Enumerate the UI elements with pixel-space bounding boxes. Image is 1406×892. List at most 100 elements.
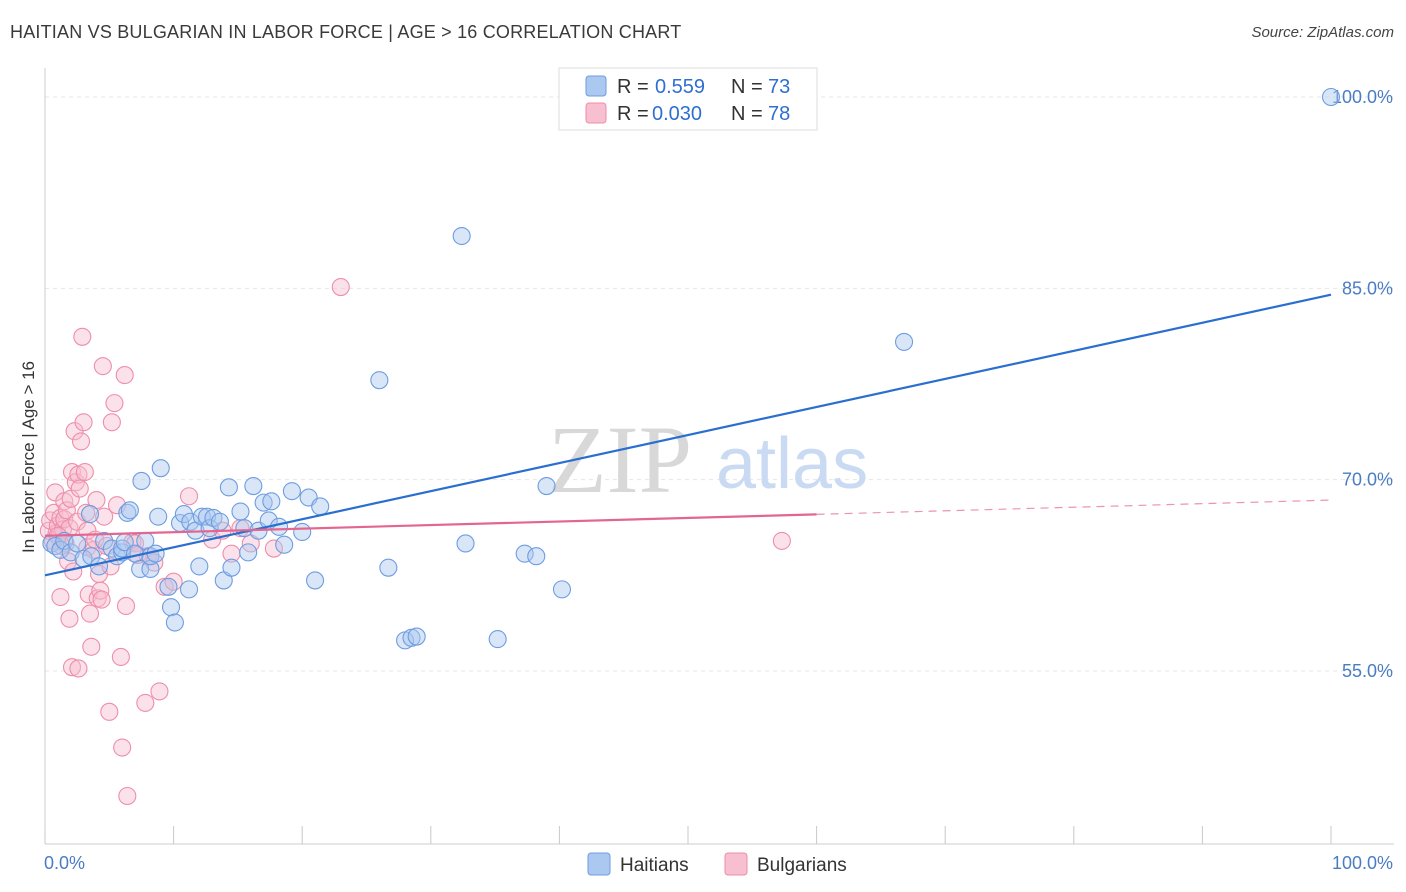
haitians-legend-swatch (585, 75, 607, 97)
chart-title: HAITIAN VS BULGARIAN IN LABOR FORCE | AG… (10, 22, 682, 42)
bulgarian-point (57, 501, 76, 520)
haitian-point (146, 544, 165, 563)
bulgarians-n-label: N = (731, 103, 763, 125)
haitian-point (311, 497, 330, 516)
bulgarian-point (116, 596, 136, 615)
bulgarian-point (73, 327, 92, 346)
y-tick-label: 55.0% (1342, 661, 1393, 681)
haitian-point (219, 478, 238, 497)
haitian-point (51, 540, 70, 559)
bulgarian-point (51, 587, 70, 607)
axes: 55.0% 70.0% 85.0% 100.0% 0.0% 100.0% In Labor … (19, 68, 1394, 873)
series-legend: Haitians Bulgarians (587, 852, 847, 876)
watermark: ZIP atlas (548, 406, 868, 513)
bulgarian-point (82, 637, 101, 656)
haitian-point (231, 502, 250, 521)
haitian-point (452, 226, 471, 246)
haitian-point (270, 517, 289, 536)
bulgarian-point (95, 507, 114, 526)
haitian-point (239, 543, 258, 562)
bulgarian-point (113, 738, 132, 757)
bulgarian-point (71, 432, 91, 451)
bulgarians-r-label: R = (617, 103, 649, 125)
bulgarian-point (60, 609, 79, 628)
y-tick-label: 70.0% (1342, 470, 1393, 490)
bulgarian-point (115, 366, 134, 385)
bulgarians-legend-swatch (585, 102, 607, 124)
haitian-point (894, 332, 914, 351)
haitian-point (95, 531, 114, 550)
haitian-point (1321, 87, 1341, 107)
bulgarians-series-label: Bulgarians (757, 855, 847, 876)
haitian-point (132, 471, 151, 490)
haitians-r-label: R = (617, 76, 649, 98)
haitian-point (282, 482, 301, 501)
bulgarian-point (179, 487, 199, 506)
bulgarian-point (70, 479, 89, 498)
haitian-point (190, 557, 209, 576)
haitian-point (174, 505, 193, 524)
bulgarian-point (155, 577, 174, 596)
haitian-point (89, 557, 109, 576)
haitian-point (254, 493, 273, 512)
haitians-n-value: 73 (768, 76, 790, 98)
source-credit: Source: ZipAtlas.com (1251, 24, 1394, 41)
bulgarian-point (164, 572, 183, 591)
haitian-point (161, 598, 181, 617)
x-tick-label-min: 0.0% (44, 853, 85, 873)
haitians-series-swatch (587, 852, 611, 876)
bulgarian-point (331, 278, 350, 297)
haitian-point (151, 459, 170, 478)
y-axis-title: In Labor Force | Age > 16 (19, 361, 38, 553)
bulgarian-point (74, 413, 93, 432)
bulgarians-r-value: 0.030 (652, 103, 702, 125)
bulgarian-point (264, 539, 283, 558)
haitian-point (515, 544, 534, 563)
bulgarian-point (75, 462, 94, 482)
bulgarian-point (69, 659, 88, 678)
watermark-atlas: atlas (716, 424, 868, 504)
haitian-point (262, 492, 281, 511)
haitian-point (181, 512, 200, 531)
y-tick-label: 85.0% (1342, 278, 1393, 298)
haitian-point (179, 580, 199, 599)
haitian-point (120, 501, 139, 520)
bulgarians-n-value: 78 (768, 103, 790, 125)
haitian-point (68, 534, 87, 553)
haitian-point (131, 559, 150, 579)
stats-legend: R = 0.559 N = 73 R = 0.030 N = 78 (558, 67, 818, 131)
grid-lines (45, 96, 1394, 672)
bulgarian-point (61, 489, 80, 508)
haitian-point (306, 571, 325, 590)
bulgarian-point (772, 531, 791, 550)
bulgarian-trend-extension (816, 499, 1332, 515)
haitian-point (118, 503, 137, 522)
haitian-point (379, 558, 398, 577)
haitian-point (488, 630, 507, 649)
bulgarian-point (111, 647, 130, 667)
haitian-point (149, 507, 168, 526)
trend-lines (44, 293, 1332, 577)
haitian-point (527, 547, 546, 566)
bulgarian-point (93, 357, 112, 376)
y-tick-label: 100.0% (1332, 87, 1393, 107)
haitians-series-label: Haitians (620, 855, 689, 876)
haitian-point (537, 476, 556, 496)
x-tick-label-max: 100.0% (1332, 853, 1393, 873)
haitian-point (275, 535, 294, 554)
bulgarian-point (102, 413, 121, 432)
haitian-point (165, 613, 184, 632)
bulgarians-series-swatch (724, 852, 748, 876)
haitian-point (456, 534, 475, 553)
bulgarian-trend-line (44, 513, 817, 537)
haitian-point (222, 558, 241, 577)
haitian-point (210, 512, 229, 531)
bulgarian-point (150, 682, 169, 701)
haitian-point (407, 627, 426, 646)
haitians-r-value: 0.559 (655, 76, 705, 98)
bulgarian-point (62, 658, 82, 677)
bulgarian-point (118, 786, 137, 806)
bulgarian-point (100, 702, 119, 721)
bulgarian-point (80, 604, 100, 623)
